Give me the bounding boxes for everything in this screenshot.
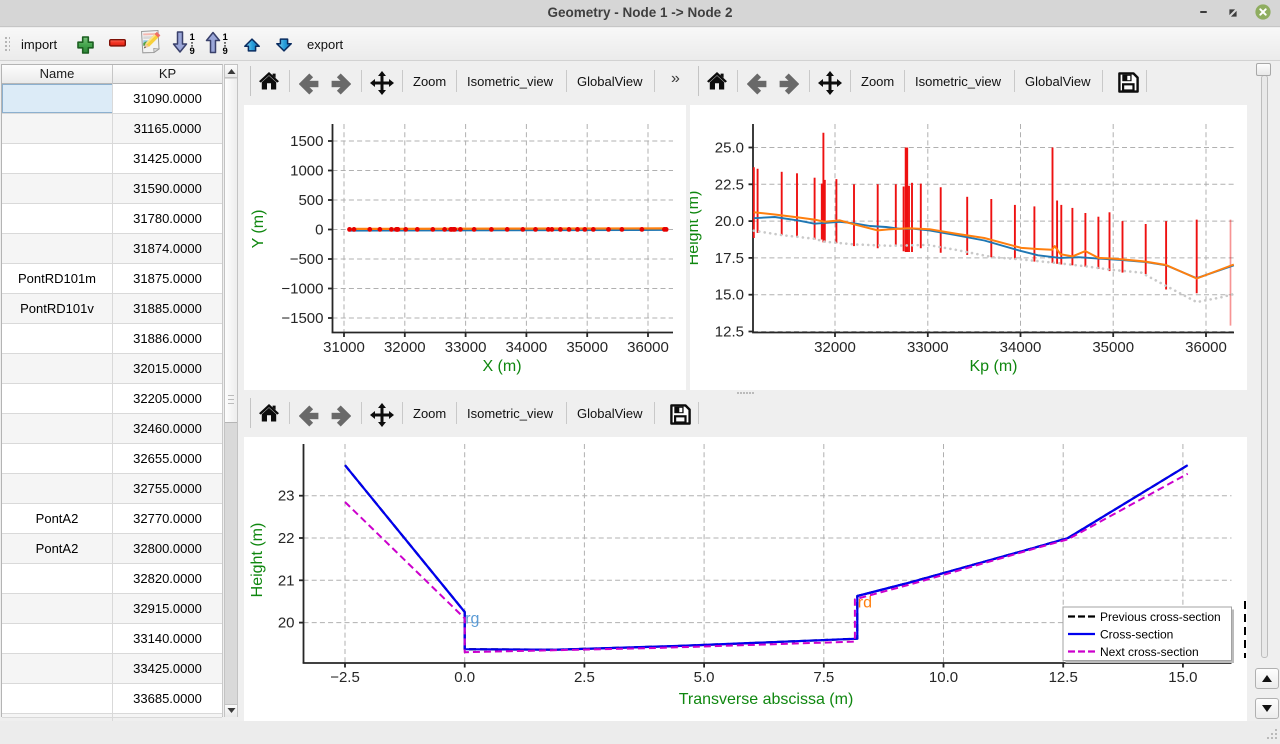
svg-text:36000: 36000 (627, 339, 669, 356)
svg-text:Y (m): Y (m) (250, 210, 267, 249)
svg-text:10.0: 10.0 (929, 669, 958, 686)
svg-text:25.0: 25.0 (715, 140, 744, 157)
svg-text:20: 20 (278, 615, 295, 632)
svg-text:33000: 33000 (445, 339, 487, 356)
svg-text:33000: 33000 (907, 339, 949, 356)
svg-text:1: 1 (190, 32, 196, 43)
svg-text:35000: 35000 (1092, 339, 1134, 356)
svg-text:Transverse abscissa (m): Transverse abscissa (m) (679, 691, 854, 708)
svg-text:32000: 32000 (384, 339, 426, 356)
svg-text:1: 1 (223, 32, 229, 43)
svg-text:Kp (m): Kp (m) (970, 358, 1018, 375)
svg-text:7.5: 7.5 (813, 669, 834, 686)
svg-text:23: 23 (278, 488, 295, 505)
svg-text:0.0: 0.0 (454, 669, 475, 686)
svg-text:35000: 35000 (566, 339, 608, 356)
svg-text:−500: −500 (290, 251, 324, 268)
svg-text:Next cross-section: Next cross-section (1100, 645, 1199, 659)
svg-text:31000: 31000 (323, 339, 365, 356)
svg-text:−1500: −1500 (281, 310, 323, 327)
svg-text:22: 22 (278, 530, 295, 547)
svg-text:12.5: 12.5 (1049, 669, 1078, 686)
svg-text:32000: 32000 (814, 339, 856, 356)
svg-text:17.5: 17.5 (715, 250, 744, 267)
svg-text:Height (m): Height (m) (690, 191, 702, 266)
svg-text:36000: 36000 (1185, 339, 1227, 356)
svg-text:−1000: −1000 (281, 281, 323, 298)
svg-text:0: 0 (315, 222, 323, 239)
svg-text:1000: 1000 (290, 163, 323, 180)
svg-text:500: 500 (298, 192, 323, 209)
svg-text:rd: rd (858, 595, 872, 612)
svg-text:21: 21 (278, 572, 295, 589)
svg-text:15.0: 15.0 (1168, 669, 1197, 686)
svg-text:X (m): X (m) (482, 358, 521, 375)
svg-text:12.5: 12.5 (715, 324, 744, 341)
svg-text:34000: 34000 (1000, 339, 1042, 356)
svg-text:Previous cross-section: Previous cross-section (1100, 610, 1221, 624)
svg-text:Height (m): Height (m) (249, 523, 266, 598)
svg-text:−2.5: −2.5 (330, 669, 360, 686)
svg-text:20.0: 20.0 (715, 213, 744, 230)
svg-text:22.5: 22.5 (715, 176, 744, 193)
svg-text:rg: rg (465, 611, 479, 628)
svg-text:15.0: 15.0 (715, 287, 744, 304)
svg-text:9: 9 (223, 46, 228, 54)
svg-text:Cross-section: Cross-section (1100, 628, 1173, 642)
svg-text:9: 9 (190, 46, 195, 54)
svg-text:5.0: 5.0 (694, 669, 715, 686)
svg-text:34000: 34000 (506, 339, 548, 356)
svg-text:2.5: 2.5 (574, 669, 595, 686)
svg-text:1500: 1500 (290, 133, 323, 150)
